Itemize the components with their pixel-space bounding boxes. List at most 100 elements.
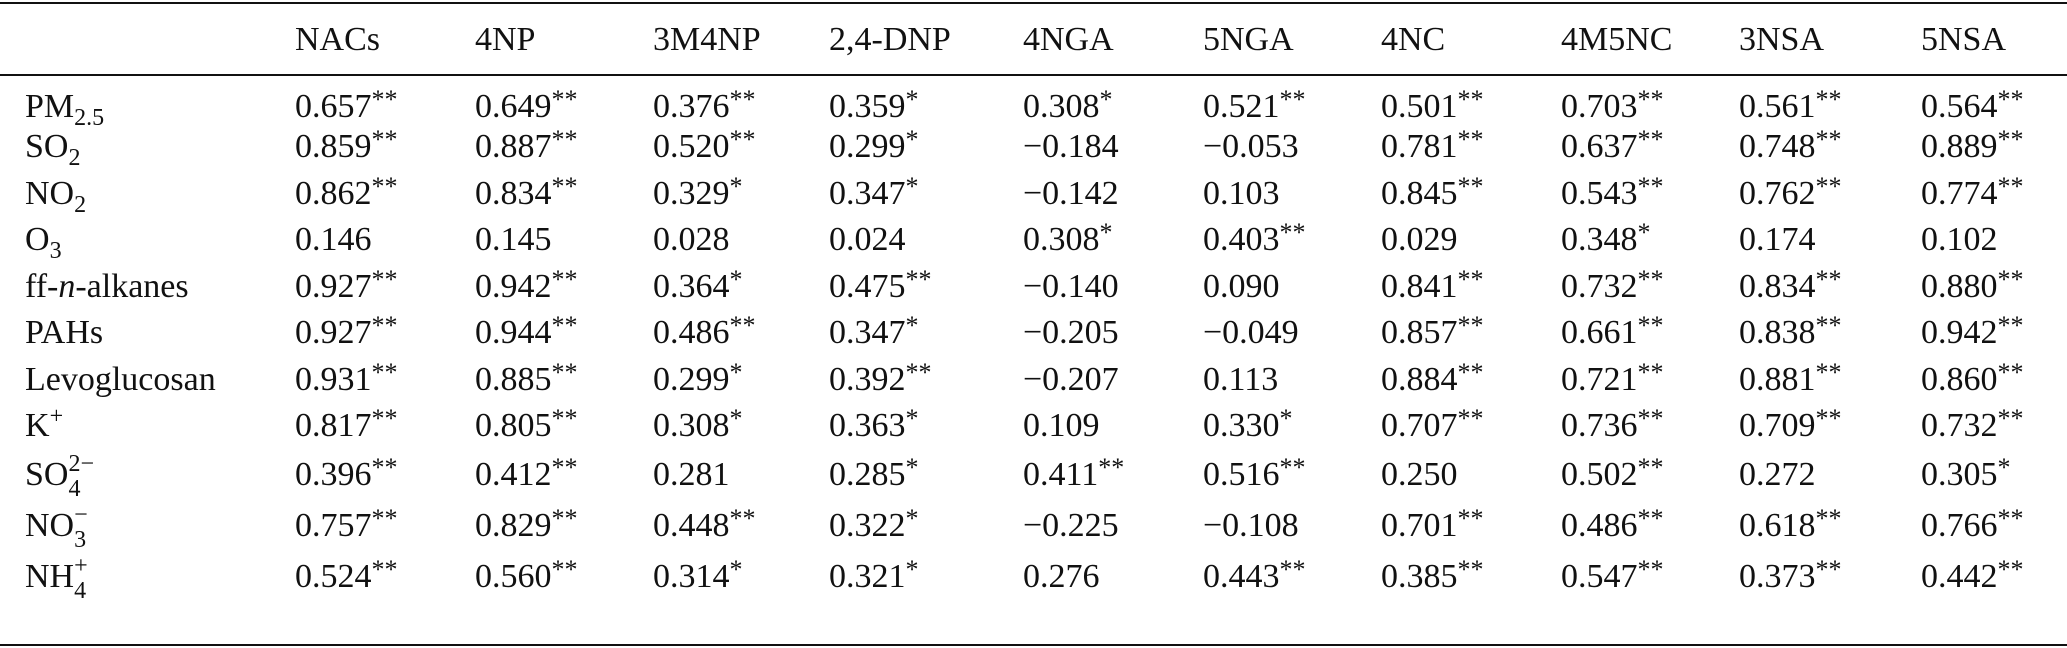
significance-stars: ** [551, 171, 578, 201]
cell-value: 0.174 [1739, 221, 1816, 259]
row-label-text: Levoglucosan [25, 360, 216, 398]
significance-stars: * [729, 264, 743, 294]
column-header: 3M4NP [653, 20, 761, 58]
significance-stars: ** [551, 404, 578, 434]
data-cell: 0.657** [295, 76, 475, 124]
column-header: 5NGA [1203, 20, 1294, 58]
cell-value: 0.657 [295, 88, 372, 125]
table-row: ff-n-alkanes 0.927** 0.942** 0.364* 0.475** −… [0, 264, 2067, 311]
significance-stars: ** [1637, 357, 1664, 387]
cell-value: 0.475 [829, 267, 906, 305]
significance-stars: ** [1457, 171, 1484, 201]
data-cell: 0.757** [295, 501, 475, 552]
data-cell: −0.108 [1203, 501, 1381, 552]
cell-value: 0.281 [653, 456, 730, 493]
table-row: Levoglucosan 0.931** 0.885** 0.299* 0.392** −… [0, 357, 2067, 404]
data-cell: 0.862** [295, 171, 475, 218]
significance-stars: ** [551, 357, 578, 387]
ion-count: 3 [74, 527, 87, 554]
data-cell: 0.838** [1739, 310, 1921, 357]
cell-value: 0.276 [1023, 558, 1100, 595]
cell-value: 0.028 [653, 221, 730, 259]
cell-value: 0.649 [475, 88, 552, 125]
data-cell: −0.207 [1023, 357, 1203, 404]
cell-value: 0.834 [475, 174, 552, 212]
cell-value: 0.403 [1203, 221, 1280, 259]
data-cell: 0.543** [1561, 171, 1739, 218]
significance-stars: ** [1637, 555, 1664, 584]
row-label-text: PM [25, 88, 75, 125]
cell-value: 0.486 [653, 314, 730, 352]
significance-stars: ** [1637, 171, 1664, 201]
row-label-text: SO [25, 128, 69, 166]
cell-value: 0.412 [475, 456, 552, 493]
data-cell: 0.748** [1739, 124, 1921, 171]
ion-script: −3 [74, 503, 96, 552]
data-cell: 0.859** [295, 124, 475, 171]
cell-value: 0.637 [1561, 128, 1638, 166]
cell-value: −0.142 [1023, 174, 1119, 212]
data-cell: 0.774** [1921, 171, 2067, 218]
data-cell: −0.142 [1023, 171, 1203, 218]
row-label: K+ [0, 403, 295, 450]
data-cell: 0.322* [829, 501, 1023, 552]
data-cell: 0.412** [475, 450, 653, 501]
column-header: 4NP [475, 20, 536, 58]
data-cell: 0.942** [1921, 310, 2067, 357]
cell-value: 0.766 [1921, 507, 1998, 544]
data-cell: 0.305* [1921, 450, 2067, 501]
table-row: SO2 0.859** 0.887** 0.520** 0.299* −0.184 −0.0… [0, 124, 2067, 171]
significance-stars: * [905, 555, 919, 584]
significance-stars: ** [1997, 357, 2024, 387]
cell-value: 0.859 [295, 128, 372, 166]
column-header: 4M5NC [1561, 20, 1673, 58]
data-cell: 0.887** [475, 124, 653, 171]
data-cell: 0.501** [1381, 76, 1561, 124]
data-cell: 0.272 [1739, 450, 1921, 501]
data-cell: 0.520** [653, 124, 829, 171]
column-header: 5NSA [1921, 20, 2007, 58]
significance-stars: * [1099, 218, 1113, 248]
cell-value: 0.781 [1381, 128, 1458, 166]
cell-value: 0.501 [1381, 88, 1458, 125]
row-label-subscript: 2 [74, 191, 87, 218]
significance-stars: ** [1279, 453, 1306, 482]
table-row: NO2 0.862** 0.834** 0.329* 0.347* −0.142 0.103… [0, 171, 2067, 218]
data-cell: 0.649** [475, 76, 653, 124]
cell-value: 0.250 [1381, 456, 1458, 493]
significance-stars: ** [729, 311, 756, 341]
data-cell: 0.392** [829, 357, 1023, 404]
data-cell: 0.521** [1203, 76, 1381, 124]
data-cell: 0.308* [653, 403, 829, 450]
data-cell: 0.732** [1921, 403, 2067, 450]
corner-cell [0, 0, 295, 76]
data-cell: 0.385** [1381, 552, 1561, 603]
data-cell: 0.841** [1381, 264, 1561, 311]
data-cell: 0.703** [1561, 76, 1739, 124]
table-row: NO −3 0.757** 0.829** 0.448** 0.322* −0.225 −0.… [0, 501, 2067, 552]
data-cell: 0.817** [295, 403, 475, 450]
data-cell: 0.376** [653, 76, 829, 124]
significance-stars: ** [1637, 504, 1664, 533]
significance-stars: ** [1279, 555, 1306, 584]
data-cell: 0.102 [1921, 217, 2067, 264]
correlation-table: NACs 4NP 3M4NP 2,4-DNP 4NGA 5NGA 4NC 4M5… [0, 0, 2067, 603]
data-cell: 0.443** [1203, 552, 1381, 603]
data-cell: 0.560** [475, 552, 653, 603]
cell-value: 0.860 [1921, 360, 1998, 398]
data-cell: 0.308* [1023, 217, 1203, 264]
data-cell: 0.524** [295, 552, 475, 603]
cell-value: 0.931 [295, 360, 372, 398]
cell-value: 0.944 [475, 314, 552, 352]
significance-stars: ** [1457, 85, 1484, 114]
data-cell: 0.299* [829, 124, 1023, 171]
cell-value: 0.308 [653, 407, 730, 445]
row-label-text: NH [25, 557, 75, 595]
data-cell: 0.109 [1023, 403, 1203, 450]
cell-value: 0.363 [829, 407, 906, 445]
header-row: NACs 4NP 3M4NP 2,4-DNP 4NGA 5NGA 4NC 4M5… [0, 0, 2067, 76]
data-cell: 0.547** [1561, 552, 1739, 603]
data-cell: 0.736** [1561, 403, 1739, 450]
data-cell: 0.845** [1381, 171, 1561, 218]
significance-stars: ** [1637, 404, 1664, 434]
